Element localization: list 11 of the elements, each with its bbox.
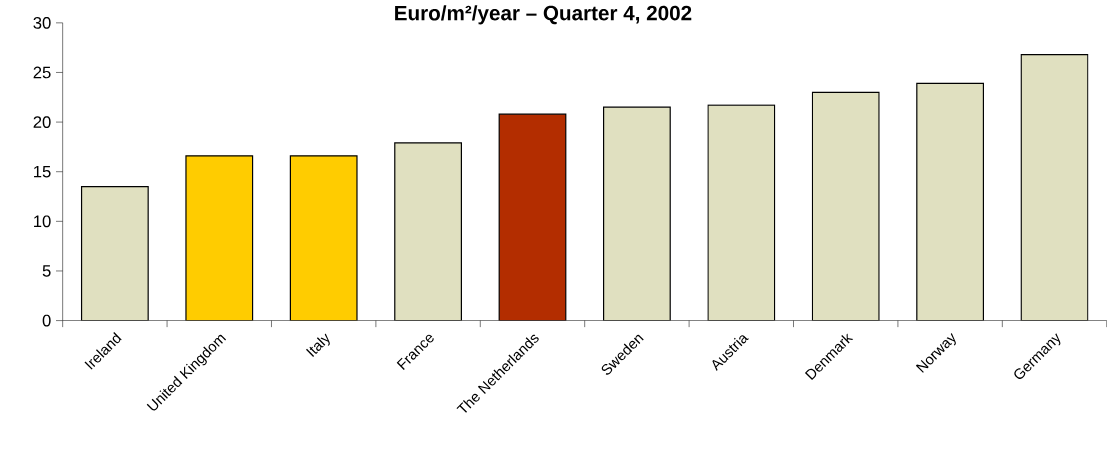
y-tick-label: 10 bbox=[34, 215, 51, 228]
y-tick-label: 30 bbox=[33, 17, 51, 29]
bar bbox=[1020, 54, 1089, 321]
bar bbox=[707, 104, 776, 321]
y-tick-label: 15 bbox=[34, 166, 51, 178]
y-tick-label: 5 bbox=[42, 265, 51, 277]
x-tick-label: Italy bbox=[306, 333, 330, 358]
y-tick-label: 25 bbox=[33, 66, 51, 79]
y-tick-label: 0 bbox=[42, 314, 51, 327]
y-tick-label: 20 bbox=[33, 116, 51, 129]
chart-title: Euro/m²/year – Quarter 4, 2002 bbox=[395, 5, 692, 25]
